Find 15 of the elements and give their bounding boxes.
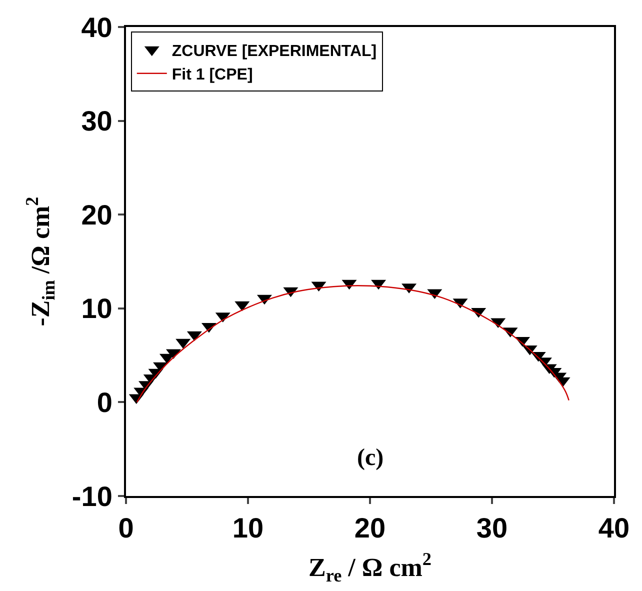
legend-label: ZCURVE [EXPERIMENTAL] bbox=[172, 42, 377, 60]
y-tick-label: 10 bbox=[81, 293, 112, 324]
x-tick-label: 30 bbox=[476, 512, 508, 544]
x-tick-label: 0 bbox=[118, 512, 134, 544]
y-tick-label: 0 bbox=[96, 387, 112, 418]
x-tick-label: 40 bbox=[598, 512, 630, 544]
y-tick-label: 30 bbox=[81, 106, 112, 137]
y-tick-label: -10 bbox=[72, 480, 112, 512]
y-tick-label: 20 bbox=[81, 199, 112, 230]
x-axis-title: Z$_{re}$ / Ω cm$^{2}$ bbox=[308, 548, 432, 586]
legend-label: Fit 1 [CPE] bbox=[172, 66, 253, 84]
x-tick-label: 10 bbox=[232, 512, 264, 544]
y-tick-label: 40 bbox=[81, 12, 112, 43]
x-tick-label: 20 bbox=[354, 512, 386, 544]
annotation: (c) bbox=[357, 445, 384, 471]
